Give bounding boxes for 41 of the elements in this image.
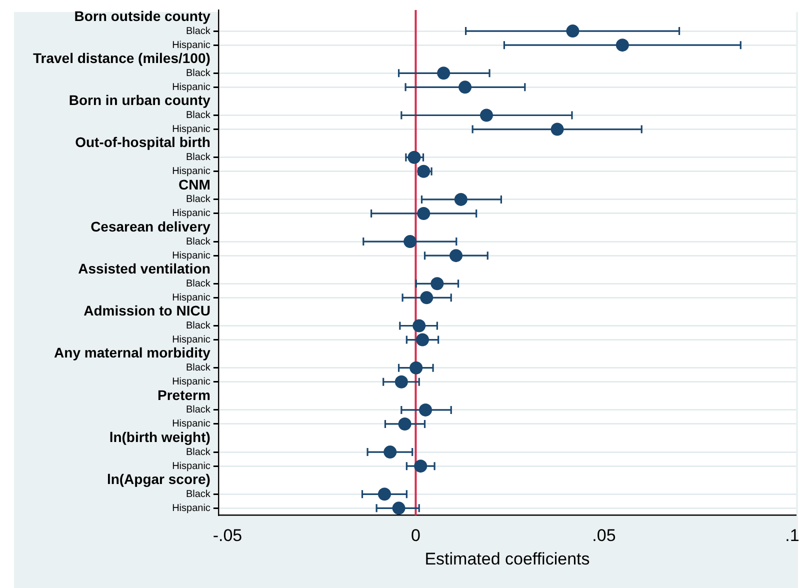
x-tick-label: .05 [592,526,616,546]
y-tick-label: Black [186,68,212,79]
y-tick-label: Out-of-hospital birth [75,134,210,150]
y-tick-label: ln(Apgar score) [106,470,210,487]
y-tick-label: Hispanic [172,208,210,220]
y-tick-label: Admission to NICU [84,302,210,319]
y-tick-label: Black [186,26,212,37]
y-tick-label: Black [186,404,212,416]
y-tick-label: Hispanic [172,292,210,304]
y-tick-label: Black [186,446,212,458]
y-tick-label: Cesarean delivery [90,218,211,234]
y-tick-label: Born in urban county [68,92,211,108]
y-tick-label: Hispanic [172,124,210,136]
y-tick-label: Hispanic [172,460,210,472]
y-tick-label: Travel distance (miles/100) [32,50,210,66]
y-tick-label: Black [186,194,212,206]
y-tick-label: Black [186,362,212,374]
y-tick-label: Hispanic [172,418,210,430]
y-tick-label: Black [186,320,212,332]
x-tick-label: -.05 [212,526,242,546]
y-tick-label: Preterm [158,386,210,403]
x-tick-label: 0 [410,526,420,546]
y-tick-label: Hispanic [172,376,210,388]
y-tick-label: Assisted ventilation [78,260,210,276]
y-tick-label: Hispanic [172,250,210,262]
y-tick-label: Black [186,110,212,121]
y-tick-label: Black [186,236,212,248]
y-tick-label: Hispanic [172,166,210,178]
y-tick-label: Hispanic [172,82,210,93]
y-tick-label: ln(birth weight) [109,428,210,445]
x-tick-label: .1 [785,526,800,546]
y-tick-label: Hispanic [172,40,210,51]
x-axis-title: Estimated coefficients [424,549,590,568]
y-tick-label: Black [186,152,212,164]
y-tick-label: CNM [178,176,210,192]
y-tick-label: Black [186,488,212,500]
y-tick-label: Any maternal morbidity [54,344,211,361]
y-tick-label: Hispanic [172,502,210,514]
y-tick-label: Hispanic [172,334,210,346]
y-tick-label: Black [186,278,212,290]
y-tick-label: Born outside county [74,8,211,24]
